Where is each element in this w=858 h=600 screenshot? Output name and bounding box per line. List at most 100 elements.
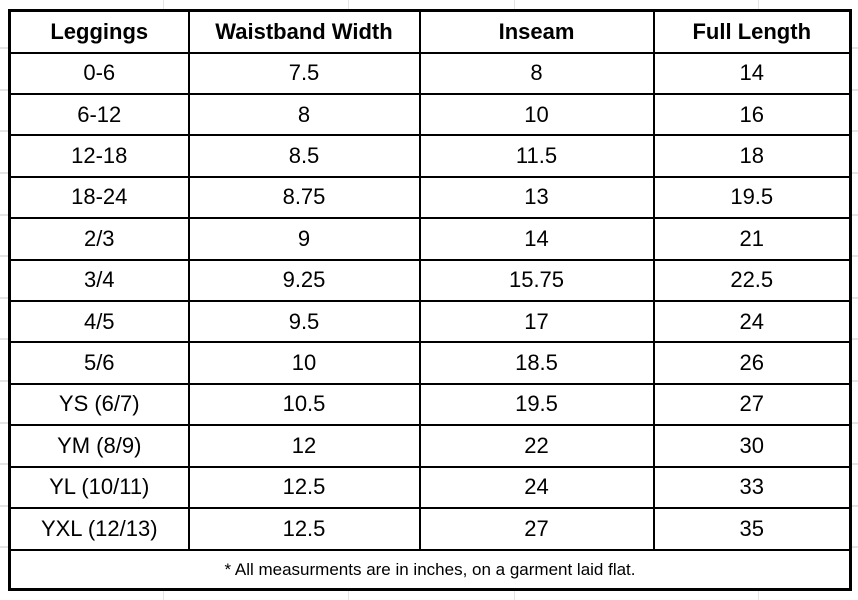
waistband-width-cell[interactable]: 10 [187,341,421,385]
gridline-stub [850,422,858,424]
gridline-stub [348,591,349,600]
waistband-width-cell[interactable]: 8 [187,92,421,137]
size-label-cell[interactable]: 12-18 [8,134,190,178]
inseam-cell[interactable]: 17 [418,299,655,344]
size-label-cell[interactable]: 18-24 [8,175,190,220]
size-label-cell[interactable]: YXL (12/13) [8,506,190,551]
table-row: YS (6/7) 10.5 19.5 27 [8,382,852,427]
size-label-cell[interactable]: YS (6/7) [8,382,190,427]
full-length-cell[interactable]: 24 [652,299,852,344]
table-row: 3/4 9.25 15.75 22.5 [8,258,852,302]
gridline-stub [514,591,515,600]
inseam-cell[interactable]: 13 [418,175,655,220]
size-label-cell[interactable]: YL (10/11) [8,465,190,509]
table-footnote[interactable]: * All measurments are in inches, on a ga… [8,548,852,591]
gridline-stub [0,546,8,548]
full-length-cell[interactable]: 33 [652,465,852,509]
size-label-cell[interactable]: 6-12 [8,92,190,137]
column-header-leggings[interactable]: Leggings [8,9,190,54]
table-row: 5/6 10 18.5 26 [8,341,852,385]
size-label-cell[interactable]: 3/4 [8,258,190,302]
gridline-stub [850,338,858,340]
waistband-width-cell[interactable]: 9.5 [187,299,421,344]
full-length-cell[interactable]: 27 [652,382,852,427]
waistband-width-cell[interactable]: 12.5 [187,465,421,509]
inseam-cell[interactable]: 18.5 [418,341,655,385]
inseam-cell[interactable]: 19.5 [418,382,655,427]
gridline-stub [0,505,8,507]
gridline-stub [348,0,349,9]
gridline-stub [163,591,164,600]
full-length-cell[interactable]: 19.5 [652,175,852,220]
gridline-stub [0,130,8,132]
gridline-stub [758,591,759,600]
gridline-stub [163,0,164,9]
column-header-full-length[interactable]: Full Length [652,9,852,54]
inseam-cell[interactable]: 24 [418,465,655,509]
gridline-stub [0,89,8,91]
waistband-width-cell[interactable]: 9.25 [187,258,421,302]
gridline-stub [850,297,858,299]
gridline-stub [758,0,759,9]
full-length-cell[interactable]: 14 [652,51,852,95]
gridline-stub [850,214,858,216]
table-row: 0-6 7.5 8 14 [8,51,852,95]
waistband-width-cell[interactable]: 8.75 [187,175,421,220]
inseam-cell[interactable]: 8 [418,51,655,95]
table-row: 18-24 8.75 13 19.5 [8,175,852,220]
column-header-inseam[interactable]: Inseam [418,9,655,54]
size-chart-footer: * All measurments are in inches, on a ga… [8,548,852,591]
gridline-stub [0,380,8,382]
waistband-width-cell[interactable]: 10.5 [187,382,421,427]
gridline-stub [850,546,858,548]
table-row: YM (8/9) 12 22 30 [8,424,852,468]
table-row: 4/5 9.5 17 24 [8,299,852,344]
full-length-cell[interactable]: 35 [652,506,852,551]
table-row: YXL (12/13) 12.5 27 35 [8,506,852,551]
gridline-stub [850,130,858,132]
inseam-cell[interactable]: 10 [418,92,655,137]
gridline-stub [850,380,858,382]
size-label-cell[interactable]: 2/3 [8,217,190,261]
waistband-width-cell[interactable]: 12 [187,424,421,468]
gridline-stub [0,47,8,49]
gridline-stub [850,89,858,91]
gridline-stub [0,214,8,216]
gridline-stub [850,172,858,174]
gridline-stub [850,47,858,49]
waistband-width-cell[interactable]: 9 [187,217,421,261]
inseam-cell[interactable]: 14 [418,217,655,261]
footnote-row: * All measurments are in inches, on a ga… [8,548,852,591]
waistband-width-cell[interactable]: 12.5 [187,506,421,551]
size-chart-table: Leggings Waistband Width Inseam Full Len… [8,9,852,591]
size-label-cell[interactable]: 0-6 [8,51,190,95]
table-row: 6-12 8 10 16 [8,92,852,137]
gridline-stub [850,463,858,465]
gridline-stub [850,505,858,507]
full-length-cell[interactable]: 22.5 [652,258,852,302]
size-label-cell[interactable]: YM (8/9) [8,424,190,468]
inseam-cell[interactable]: 11.5 [418,134,655,178]
gridline-stub [0,422,8,424]
gridline-stub [850,255,858,257]
waistband-width-cell[interactable]: 7.5 [187,51,421,95]
table-row: YL (10/11) 12.5 24 33 [8,465,852,509]
size-chart-header: Leggings Waistband Width Inseam Full Len… [8,9,852,54]
full-length-cell[interactable]: 30 [652,424,852,468]
full-length-cell[interactable]: 16 [652,92,852,137]
table-row: 12-18 8.5 11.5 18 [8,134,852,178]
full-length-cell[interactable]: 18 [652,134,852,178]
size-label-cell[interactable]: 5/6 [8,341,190,385]
gridline-stub [0,338,8,340]
inseam-cell[interactable]: 15.75 [418,258,655,302]
size-chart-body: 0-6 7.5 8 14 6-12 8 10 16 12-18 8.5 11.5 18 18-24 8.7… [8,51,852,551]
full-length-cell[interactable]: 21 [652,217,852,261]
inseam-cell[interactable]: 27 [418,506,655,551]
inseam-cell[interactable]: 22 [418,424,655,468]
column-header-waistband-width[interactable]: Waistband Width [187,9,421,54]
size-label-cell[interactable]: 4/5 [8,299,190,344]
waistband-width-cell[interactable]: 8.5 [187,134,421,178]
table-row: 2/3 9 14 21 [8,217,852,261]
full-length-cell[interactable]: 26 [652,341,852,385]
gridline-stub [0,255,8,257]
